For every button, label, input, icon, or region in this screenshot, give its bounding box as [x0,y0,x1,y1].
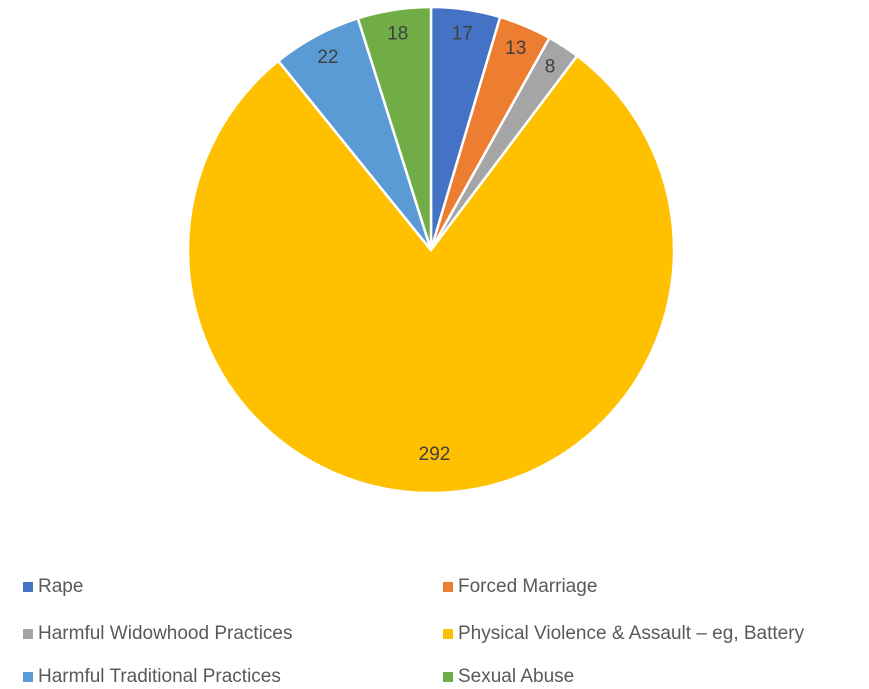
legend-label: Sexual Abuse [458,666,574,687]
legend-marker [23,629,33,639]
legend-marker [23,582,33,592]
legend-marker [23,672,33,682]
data-label: 13 [505,38,526,59]
data-label: 18 [387,24,408,45]
data-label: 292 [419,444,451,465]
legend-label: Harmful Widowhood Practices [38,623,292,644]
data-label: 22 [317,47,338,68]
data-label: 17 [452,23,473,44]
legend-marker [443,582,453,592]
legend-label: Rape [38,576,83,597]
pie-slice [186,54,676,495]
legend-label: Harmful Traditional Practices [38,666,281,687]
pie-slice [356,5,433,251]
legend-label: Forced Marriage [458,576,597,597]
legend-marker [443,629,453,639]
legend-marker [443,672,453,682]
legend-label: Physical Violence & Assault – eg, Batter… [458,623,805,644]
data-label: 8 [545,56,556,77]
